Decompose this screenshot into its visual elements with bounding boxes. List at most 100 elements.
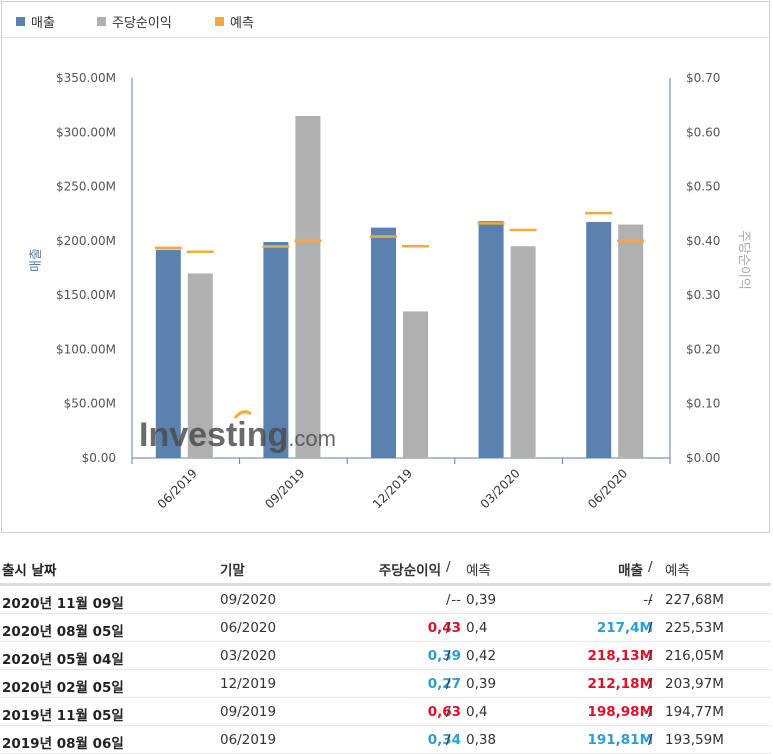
legend-item-forecast[interactable]: 예측 — [215, 12, 254, 31]
cell-eps: 0,63 — [427, 704, 461, 720]
cell-eps-forecast: 0,4 — [466, 704, 488, 720]
right-axis-title: 주당순이익 — [736, 230, 751, 290]
cell-release-date: 2020년 08월 05일 — [2, 624, 124, 640]
table-row: 2020년 05월 04일 03/2020 0,39/0,42 218,13M/216… — [0, 642, 771, 670]
earnings-chart: 매출 주당순이익 예측 $0.00 $50.00M $100.00M $150.00M… — [1, 1, 770, 533]
header-revenue-sep: / — [648, 559, 653, 575]
cell-revenue: 218,13M — [587, 648, 653, 664]
earnings-table: 출시 날짜 기말 주당순이익 / 예측 매출 / 예측 2020년 11월 09… — [0, 553, 771, 754]
right-tick-label: $0.00 — [686, 451, 720, 465]
cell-eps: -- — [451, 592, 461, 608]
left-tick-label: $0.00 — [82, 451, 116, 465]
watermark-logo: Investing.com — [139, 416, 336, 454]
header-eps-forecast[interactable]: 예측 — [466, 563, 491, 579]
left-tick-label: $250.00M — [56, 180, 116, 194]
bar-eps — [295, 116, 321, 458]
cell-release-date: 2020년 02월 05일 — [2, 680, 124, 696]
cell-eps-sep: / — [446, 732, 451, 748]
cell-eps-sep: / — [446, 620, 451, 636]
table-row: 2020년 08월 05일 06/2020 0,43/0,4 217,4M/225,5… — [0, 614, 771, 642]
chart-legend: 매출 주당순이익 예측 — [2, 2, 769, 38]
header-revenue[interactable]: 매출 — [618, 563, 643, 579]
right-tick-label: $0.50 — [686, 180, 720, 194]
cell-period: 06/2020 — [220, 620, 277, 636]
cell-eps-sep: / — [446, 592, 451, 608]
watermark-swoosh — [233, 410, 252, 419]
cell-revenue-forecast: 193,59M — [665, 732, 724, 748]
cell-revenue-forecast: 227,68M — [665, 592, 724, 608]
bar-eps — [618, 224, 644, 458]
left-axis-title: 매출 — [29, 248, 44, 272]
cell-revenue-sep: / — [648, 732, 653, 748]
bar-eps — [510, 246, 536, 458]
table-row: 2019년 11월 05일 09/2019 0,63/0,4 198,98M/194,… — [0, 698, 771, 726]
header-eps-sep: / — [446, 559, 451, 575]
cell-revenue-sep: / — [648, 648, 653, 664]
cell-revenue: 217,4M — [596, 620, 653, 636]
table-header: 출시 날짜 기말 주당순이익 / 예측 매출 / 예측 — [0, 553, 771, 586]
right-tick-label: $0.30 — [686, 288, 720, 302]
bar-eps — [403, 311, 428, 458]
cell-period: 09/2019 — [220, 704, 277, 720]
cell-eps-forecast: 0,39 — [466, 592, 497, 608]
header-period[interactable]: 기말 — [220, 563, 245, 579]
cell-revenue: 212,18M — [587, 676, 653, 692]
cell-revenue-forecast: 225,53M — [665, 620, 724, 636]
legend-swatch-eps — [97, 17, 106, 26]
bar-revenue — [371, 227, 396, 458]
legend-label-revenue: 매출 — [31, 16, 55, 31]
cell-period: 03/2020 — [220, 648, 277, 664]
left-tick-label: $150.00M — [56, 288, 116, 302]
cell-eps-forecast: 0,38 — [466, 732, 497, 748]
legend-item-revenue[interactable]: 매출 — [16, 12, 55, 31]
bar-revenue — [478, 221, 504, 458]
left-tick-label: $50.00M — [64, 397, 116, 411]
cell-release-date: 2020년 05월 04일 — [2, 652, 124, 668]
cell-revenue-sep: / — [648, 676, 653, 692]
header-release-date[interactable]: 출시 날짜 — [2, 563, 57, 579]
bar-revenue — [155, 249, 181, 458]
cell-eps-sep: / — [446, 676, 451, 692]
cell-eps-forecast: 0,4 — [466, 620, 488, 636]
left-tick-label: $300.00M — [56, 125, 116, 139]
x-tick-label: 06/2019 — [155, 466, 200, 511]
bar-eps — [187, 273, 213, 458]
cell-period: 12/2019 — [220, 676, 277, 692]
cell-revenue-sep: / — [648, 620, 653, 636]
right-tick-label: $0.20 — [686, 342, 720, 356]
x-tick-label: 09/2019 — [262, 466, 307, 511]
cell-eps: 0,27 — [427, 676, 461, 692]
cell-eps-forecast: 0,42 — [466, 648, 497, 664]
left-tick-label: $350.00M — [56, 71, 116, 85]
cell-eps: 0,34 — [427, 732, 461, 748]
cell-eps-sep: / — [446, 648, 451, 664]
right-tick-label: $0.40 — [686, 234, 720, 248]
x-tick-label: 03/2020 — [478, 466, 523, 511]
cell-release-date: 2019년 11월 05일 — [2, 708, 124, 724]
cell-revenue-forecast: 216,05M — [665, 648, 724, 664]
cell-revenue: 198,98M — [587, 704, 653, 720]
legend-item-eps[interactable]: 주당순이익 — [97, 12, 172, 31]
cell-release-date: 2020년 11월 09일 — [2, 596, 124, 612]
cell-period: 09/2020 — [220, 592, 277, 608]
cell-revenue: 191,81M — [587, 732, 653, 748]
table-body: 2020년 11월 09일 09/2020 --/0,39 --/227,68M 202… — [0, 586, 771, 754]
left-tick-label: $200.00M — [56, 234, 116, 248]
header-eps[interactable]: 주당순이익 — [378, 563, 441, 579]
table-row: 2020년 11월 09일 09/2020 --/0,39 --/227,68M — [0, 586, 771, 614]
chart-plot-area: $0.00 $50.00M $100.00M $150.00M $200.00M $250… — [29, 71, 751, 511]
cell-revenue-sep: / — [648, 704, 653, 720]
bar-revenue — [263, 241, 289, 458]
left-tick-label: $100.00M — [56, 342, 116, 356]
header-revenue-forecast[interactable]: 예측 — [665, 563, 690, 579]
cell-eps-sep: / — [446, 704, 451, 720]
x-tick-label: 12/2019 — [370, 466, 415, 511]
x-tick-label: 06/2020 — [585, 466, 630, 511]
cell-revenue-sep: / — [648, 592, 653, 608]
bar-revenue — [586, 221, 612, 458]
right-tick-label: $0.10 — [686, 397, 720, 411]
right-tick-label: $0.60 — [686, 125, 720, 139]
legend-swatch-revenue — [16, 17, 25, 26]
cell-revenue: -- — [643, 592, 653, 608]
legend-label-forecast: 예측 — [230, 16, 254, 31]
